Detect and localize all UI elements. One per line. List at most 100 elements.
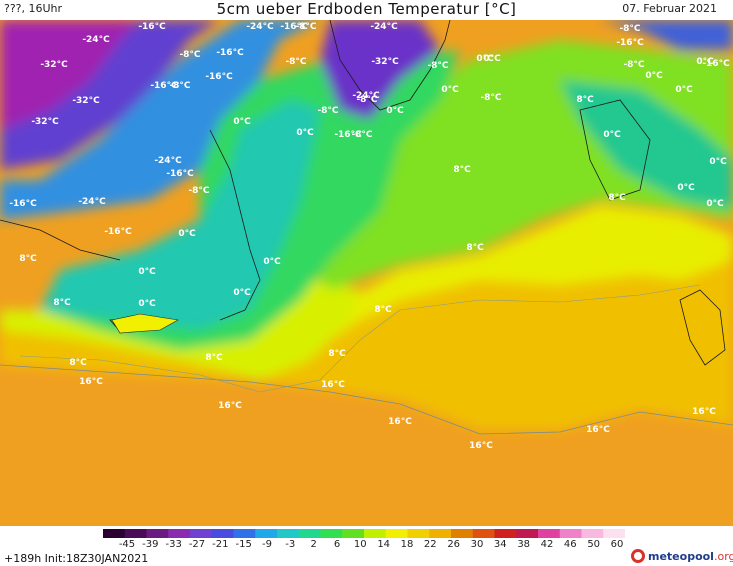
isotherm-label: 8°C xyxy=(576,95,594,105)
color-scale-segment xyxy=(364,529,387,538)
color-scale-tick: -33 xyxy=(165,539,182,550)
isotherm-label: 8°C xyxy=(205,353,223,363)
isotherm-16c xyxy=(0,364,733,435)
isotherm-label: 0°C xyxy=(706,199,724,209)
color-scale-tick: -39 xyxy=(142,539,159,550)
isotherm-label: 0°C xyxy=(233,288,251,298)
isotherm-label: -24°C xyxy=(78,197,106,207)
isotherm-label: -16°C xyxy=(280,22,308,32)
isotherm-label: -8°C xyxy=(317,106,338,116)
color-scale-segment xyxy=(277,529,300,538)
color-scale-tick: 38 xyxy=(517,539,531,550)
run-info: +189h Init:18Z30JAN2021 xyxy=(4,552,149,565)
brand-name: meteopool.org xyxy=(648,550,733,563)
isotherm-label: -16°C xyxy=(9,199,37,209)
isotherm-label: -8°C xyxy=(169,81,190,91)
color-scale-tick: 50 xyxy=(587,539,601,550)
color-scale-tick: 30 xyxy=(470,539,484,550)
isotherm-label: -16°C xyxy=(205,72,233,82)
forecast-time: ???, 16Uhr xyxy=(4,2,63,15)
isotherm-label: -32°C xyxy=(31,117,59,127)
color-scale-tick: -45 xyxy=(118,539,136,550)
brand-logo[interactable]: meteopool.org xyxy=(631,548,733,564)
isotherm-label: -16°C xyxy=(138,22,166,32)
color-scale-tick: -3 xyxy=(285,539,296,550)
color-scale-segment xyxy=(385,529,408,538)
isotherm-label: -8°C xyxy=(188,186,209,196)
scandinavia-coast xyxy=(679,289,726,366)
map-header: ???, 16Uhr 5cm ueber Erdboden Temperatur… xyxy=(0,0,733,20)
temperature-map: -16°C -24°C -24°C -16°C -24°C -16°C -32°C -16°C… xyxy=(0,20,733,526)
color-scale-segment xyxy=(516,529,539,538)
color-scale-segment xyxy=(407,529,430,538)
color-scale-segment xyxy=(451,529,474,538)
color-scale-tick: -15 xyxy=(235,539,252,550)
isotherm-label: 16°C xyxy=(586,425,610,435)
zone-northeast-cold xyxy=(600,20,733,50)
color-scale-segment xyxy=(211,529,234,538)
isotherm-label: 8°C xyxy=(466,243,484,253)
greenland-coast xyxy=(329,20,451,111)
isotherm-label: 0°C xyxy=(233,117,251,127)
zone-greenland-cold xyxy=(320,20,440,120)
color-scale-segment xyxy=(429,529,452,538)
isotherm-label: -16°C xyxy=(216,48,244,58)
zone-18c xyxy=(0,250,733,430)
color-scale-segment xyxy=(168,529,191,538)
isotherm-label: -24°C xyxy=(154,156,182,166)
isotherm-label: -24°C xyxy=(82,35,110,45)
isotherm-label: 0°C xyxy=(138,267,156,277)
zone-arctic-islands xyxy=(560,80,733,210)
zone-14c xyxy=(330,205,733,340)
color-scale-segment xyxy=(320,529,343,538)
color-scale-tick: -9 xyxy=(262,539,272,550)
zone-0c xyxy=(40,100,320,330)
isotherm-label: -16°C xyxy=(104,227,132,237)
isotherm-label: 0°C xyxy=(441,85,459,95)
isotherm-label: 0°C xyxy=(386,106,404,116)
isotherm-label: 0°C xyxy=(677,183,695,193)
isotherm-label: -24°C xyxy=(246,22,274,32)
color-scale-segment xyxy=(255,529,278,538)
color-scale-tick: -21 xyxy=(212,539,229,550)
color-scale-segment xyxy=(233,529,256,538)
color-scale-segment xyxy=(124,529,147,538)
labrador-coast xyxy=(209,129,261,321)
isotherm-label: 8°C xyxy=(328,349,346,359)
isotherm-label: 0°C xyxy=(483,54,501,64)
color-scale-tick: 34 xyxy=(493,539,507,550)
warm-island xyxy=(111,313,179,334)
isotherm-label: -24°C xyxy=(352,91,380,101)
isotherm-label: -24°C xyxy=(370,22,398,32)
isotherm-label: -8°C xyxy=(179,50,200,60)
color-scale-tick: 42 xyxy=(540,539,554,550)
isotherm-label: -32°C xyxy=(40,60,68,70)
color-scale-tick: -27 xyxy=(188,539,206,550)
isotherm-label: 8°C xyxy=(19,254,37,264)
isotherm-label: 8°C xyxy=(374,305,392,315)
isotherm-label: 0°C xyxy=(675,85,693,95)
brand-main: meteopool xyxy=(648,549,714,563)
isotherm-label: 8°C xyxy=(608,193,626,203)
color-scale-tick: 14 xyxy=(377,539,391,550)
isotherm-label: -8°C xyxy=(427,61,448,71)
isotherm-label: 8°C xyxy=(53,298,71,308)
color-scale-tick: 18 xyxy=(400,539,414,550)
map-footer: -45 -39 -33 -27 -21 -15 -9 -3 2 6 10 14 18 22 26 30 34 38… xyxy=(0,526,733,566)
color-scale-tick: 6 xyxy=(333,539,341,550)
isotherm-label: 16°C xyxy=(388,417,412,427)
color-scale-tick: 60 xyxy=(610,539,624,550)
isotherm-10c xyxy=(19,284,701,393)
color-scale-tick: 46 xyxy=(563,539,577,550)
isotherm-label: -16°C xyxy=(166,169,194,179)
color-scale-segment xyxy=(190,529,213,538)
color-scale-tick: 26 xyxy=(447,539,461,550)
color-scale-tick: 22 xyxy=(423,539,437,550)
color-scale-segment xyxy=(342,529,365,538)
isotherm-label: 16°C xyxy=(321,380,345,390)
isotherm-label: -16°C xyxy=(150,81,178,91)
isotherm-label: -8°C xyxy=(285,57,306,67)
hudson-coast xyxy=(0,219,121,261)
isotherm-label: -8°C xyxy=(351,130,372,140)
isotherm-label: 0°C xyxy=(645,71,663,81)
